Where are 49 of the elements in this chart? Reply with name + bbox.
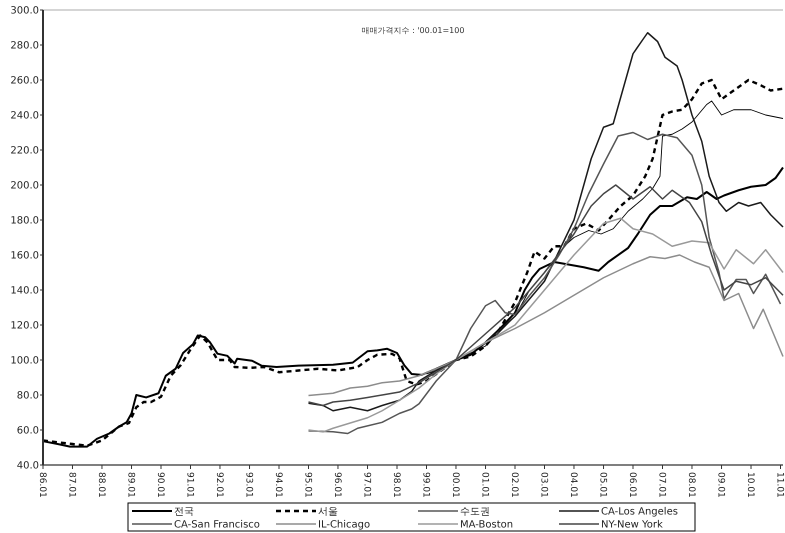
x-tick-label: 87.01 [66, 472, 76, 498]
legend-label: MA-Boston [460, 520, 514, 530]
y-tick-label: 120.0 [10, 320, 39, 332]
y-tick-label: 300.0 [10, 6, 39, 16]
y-tick-label: 200.0 [10, 180, 39, 192]
y-tick-label: 80.0 [16, 390, 39, 402]
y-tick-label: 40.0 [16, 460, 39, 472]
x-tick-label: 01.01 [479, 472, 490, 498]
x-tick-label: 92.01 [214, 472, 224, 498]
y-tick-label: 100.0 [10, 356, 39, 366]
legend-label: IL-Chicago [318, 520, 370, 530]
x-tick-label: 90.01 [154, 472, 165, 498]
x-tick-label: 89.01 [125, 472, 136, 498]
x-tick-label: 98.01 [390, 472, 401, 498]
x-tick-label: 00.01 [450, 472, 460, 498]
x-tick-label: 09.01 [715, 472, 726, 498]
legend-label: CA-San Francisco [174, 520, 260, 530]
x-tick-label: 04.01 [568, 472, 578, 498]
y-tick-label: 160.0 [10, 250, 39, 262]
x-tick-label: 86.01 [36, 472, 47, 498]
y-tick-label: 280.0 [10, 40, 39, 52]
x-tick-label: 97.01 [361, 472, 372, 498]
x-tick-label: 94.01 [272, 472, 283, 498]
x-tick-label: 99.01 [420, 472, 430, 498]
y-tick-label: 60.0 [16, 426, 39, 436]
y-tick-label: 240.0 [10, 110, 39, 122]
x-tick-label: 06.01 [626, 472, 637, 498]
x-tick-label: 02.01 [508, 472, 519, 498]
legend-label: CA-Los Angeles [601, 506, 678, 518]
x-tick-label: 88.01 [96, 472, 106, 498]
y-tick-label: 220.0 [10, 146, 39, 156]
y-tick-label: 180.0 [10, 216, 39, 226]
text: 매매가격지수 : '00.01=100 [362, 26, 464, 35]
x-tick-label: 03.01 [538, 472, 548, 498]
x-tick-label: 96.01 [332, 472, 342, 498]
x-tick-label: 95.01 [302, 472, 312, 498]
x-tick-label: 93.01 [243, 472, 254, 498]
y-tick-label: 140.0 [10, 286, 39, 296]
x-tick-label: 91.01 [184, 472, 194, 498]
legend-label: 수도권 [460, 506, 490, 518]
x-tick-label: 05.01 [597, 472, 608, 498]
x-tick-label: 07.01 [656, 472, 666, 498]
legend-label: 전국 [174, 506, 194, 518]
x-tick-label: 11.01 [774, 472, 784, 498]
legend-label: 서울 [318, 506, 338, 518]
x-tick-label: 08.01 [686, 472, 696, 498]
x-tick-label: 10.01 [744, 472, 755, 498]
legend-label: NY-New York [601, 520, 664, 530]
y-tick-label: 260.0 [10, 76, 39, 86]
